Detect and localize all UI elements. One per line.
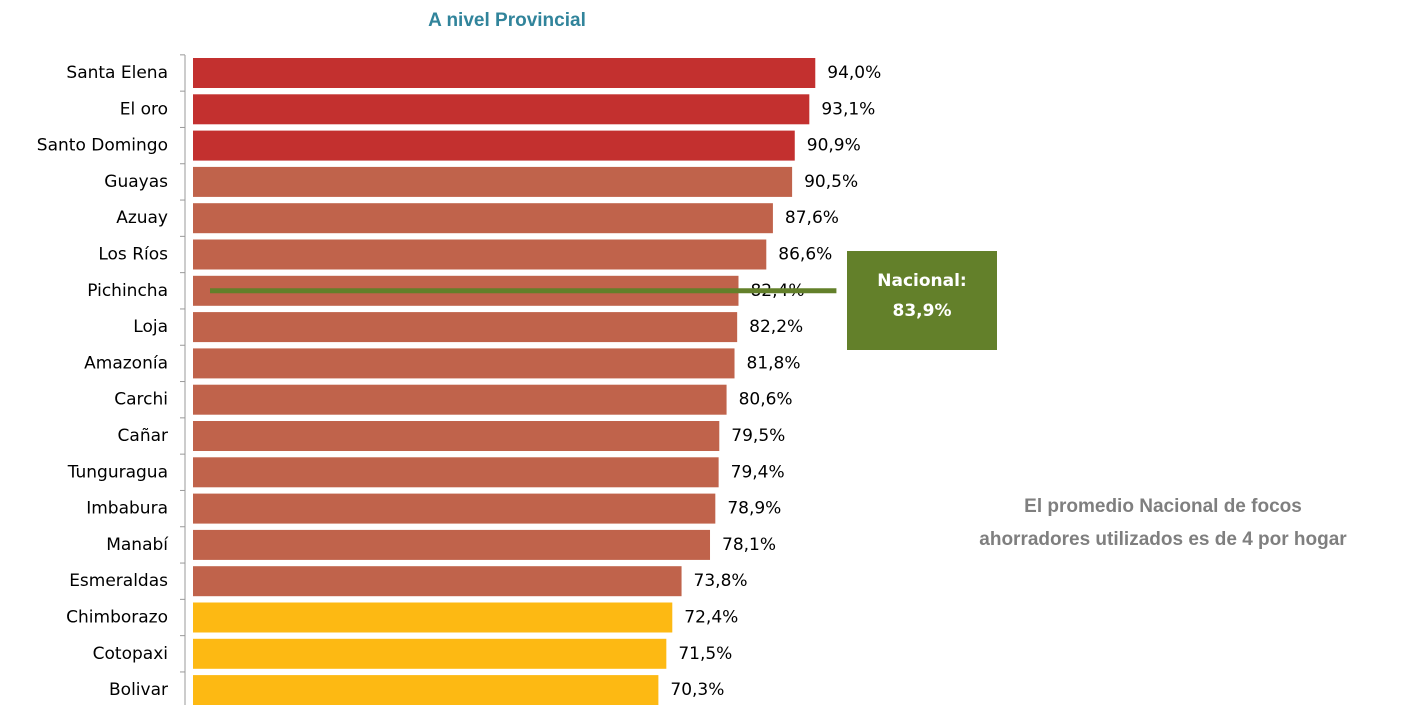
bar — [193, 203, 773, 234]
y-tick-label: Santo Domingo — [37, 136, 168, 156]
data-label: 90,5% — [804, 172, 858, 192]
y-tick-label: Guayas — [104, 172, 168, 192]
bar — [193, 566, 682, 597]
y-tick-label: Cañar — [118, 426, 168, 446]
data-label: 82,2% — [749, 317, 803, 337]
data-label: 79,5% — [731, 426, 785, 446]
data-label: 86,6% — [778, 245, 832, 265]
data-label: 73,8% — [694, 571, 748, 591]
bar — [193, 638, 667, 669]
data-label: 72,4% — [684, 608, 738, 628]
bar — [193, 94, 810, 125]
annotation: El promedio Nacional de focos — [1024, 496, 1302, 517]
national-label: Nacional: — [877, 271, 966, 291]
national-value: 83,9% — [893, 301, 952, 321]
bar — [193, 421, 720, 451]
y-tick-label: Santa Elena — [66, 63, 168, 83]
bar — [193, 384, 727, 415]
y-tick-label: Esmeraldas — [69, 571, 168, 591]
national-box — [847, 251, 997, 350]
y-tick-label: Imbabura — [86, 499, 168, 519]
y-tick-label: Carchi — [114, 390, 168, 410]
bar — [193, 312, 738, 343]
data-label: 78,1% — [722, 535, 776, 555]
y-tick-label: Bolivar — [109, 680, 168, 700]
data-label: 78,9% — [727, 499, 781, 519]
data-label: 70,3% — [670, 680, 724, 700]
data-label: 79,4% — [731, 462, 785, 482]
data-label: 87,6% — [785, 208, 839, 228]
bar — [193, 602, 673, 633]
y-tick-label: Cotopaxi — [93, 644, 168, 664]
bar — [193, 166, 793, 197]
bar — [193, 529, 711, 560]
bar — [193, 457, 719, 488]
annotation: ahorradores utilizados es de 4 por hogar — [979, 529, 1347, 550]
y-tick-label: Loja — [133, 317, 168, 337]
bar — [193, 348, 735, 379]
bar — [193, 58, 816, 88]
bar — [193, 493, 716, 524]
chart-title: A nivel Provincial — [428, 10, 586, 31]
y-tick-label: Los Ríos — [98, 245, 168, 265]
data-label: 90,9% — [807, 136, 861, 156]
data-label: 93,1% — [821, 99, 875, 119]
data-label: 80,6% — [739, 390, 793, 410]
y-tick-label: Chimborazo — [66, 608, 168, 628]
y-tick-label: El oro — [120, 99, 168, 119]
y-tick-label: Azuay — [116, 208, 168, 228]
data-label: 94,0% — [827, 63, 881, 83]
y-tick-label: Amazonía — [84, 353, 168, 373]
data-label: 71,5% — [678, 644, 732, 664]
y-tick-label: Manabí — [106, 535, 169, 555]
bar — [193, 239, 767, 270]
y-tick-label: Tunguragua — [67, 462, 168, 482]
bar — [193, 130, 795, 161]
y-tick-label: Pichincha — [87, 281, 168, 301]
data-label: 81,8% — [747, 353, 801, 373]
bar — [193, 675, 659, 705]
